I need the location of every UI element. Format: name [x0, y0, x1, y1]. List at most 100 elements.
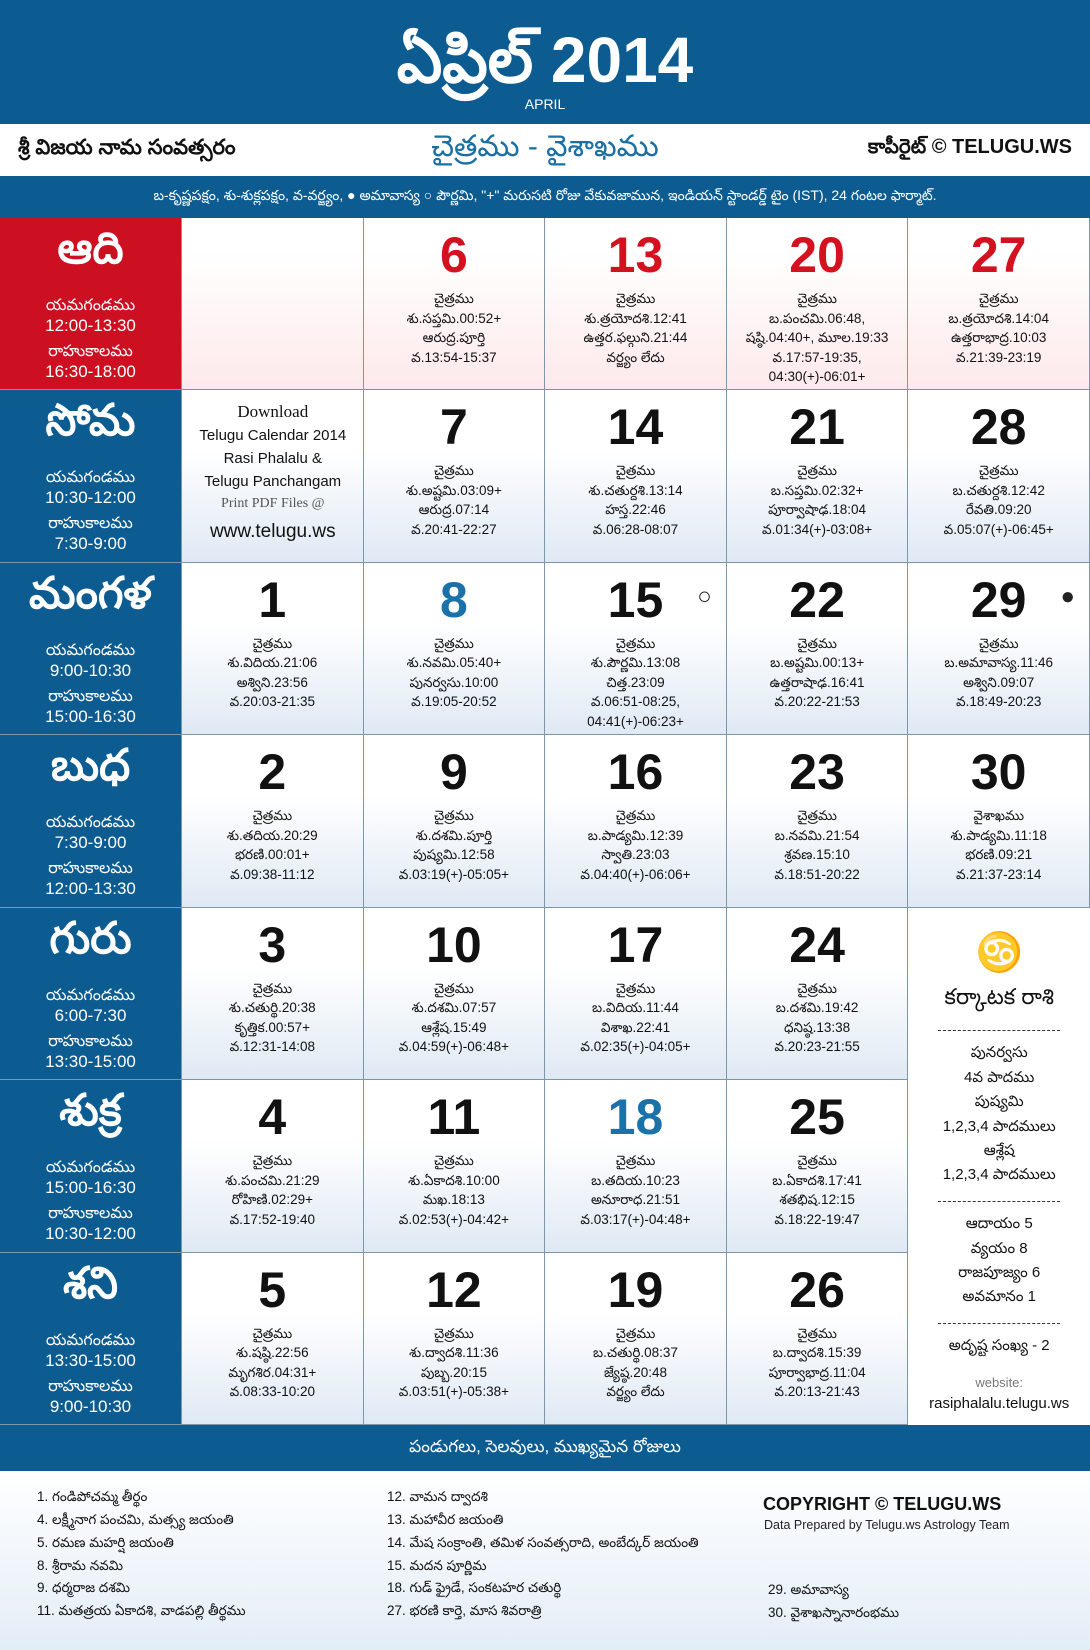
festival: 5. రమణ మహర్షి జయంతి [37, 1534, 174, 1550]
website-label: website: [975, 1375, 1024, 1391]
festival: 12. వామన ద్వాదశి [387, 1489, 488, 1505]
date: 11 [427, 1089, 481, 1146]
panchang-line: వ.18:49-20:23 [955, 694, 1042, 710]
date: 5 [258, 1261, 287, 1318]
day-box: 3 చైత్రము శు.చతుర్థి.20:38 కృత్తిక.00:57+ వ.… [182, 907, 364, 1081]
day-box: 13 చైత్రము శు.త్రయోదశి.12:41 ఉత్తర.ఫల్గుని.… [545, 218, 727, 391]
panchang-line: ఉత్తరాభాద్ర.10:03 [950, 330, 1047, 345]
panchang-line: చైత్రము [797, 635, 837, 651]
panchang-line: 04:41(+)-06:23+ [587, 713, 684, 729]
panchang-line: వ.20:41-22:27 [411, 521, 497, 537]
day-cell: బుధ యమగండము 7:30-9:00 రాహుకాలము 12:00-13:30 [0, 735, 182, 908]
panchang-line: వైశాఖము [973, 808, 1025, 824]
download-box: Download Telugu Calendar 2014 Rasi Phalalu… [182, 390, 364, 562]
panchang-line: చైత్రము [615, 980, 656, 996]
panchang-line: వ.20:22-21:53 [774, 694, 860, 710]
footer-copyright: COPYRIGHT © TELUGU.WS [763, 1493, 1002, 1514]
panchang-line: శు.నవమి.05:40+ [406, 655, 502, 671]
date: 30 [970, 744, 1027, 801]
panchang-line: వ.06:51-08:25, [590, 694, 681, 710]
panchang-line: చైత్రము [252, 980, 293, 996]
panchang-line: స్వాతి.23:03 [601, 847, 670, 863]
yama-time: 10:30-12:00 [45, 488, 136, 508]
day-box: 18 చైత్రము బ.తదియ.10:23 అనూరాధ.21:51 వ.03:17… [545, 1080, 727, 1253]
day-box: 19 చైత్రము బ.చతుర్థి.08:37 జ్యేష్ఠ.20:48 వర్… [545, 1252, 727, 1425]
date: 25 [789, 1089, 845, 1146]
panchang-line: చైత్రము [797, 808, 837, 824]
rahu-label: రాహుకాలము [48, 687, 133, 705]
day-box: 6 చైత్రము శు.సప్తమి.00:52+ ఆరుద్ర.పూర్తి వ.1… [363, 218, 546, 391]
panchang-line: బ.ఏకాదశి.17:41 [772, 1172, 862, 1188]
panchang-line: బ.అమావాస్య.11:46 [944, 655, 1054, 671]
rahu-label: రాహుకాలము [48, 343, 133, 360]
copyright: కాపీరైట్ © TELUGU.WS [867, 136, 1072, 158]
panchang-line: వ.02:53(+)-04:42+ [398, 1211, 509, 1227]
day-box: 28 చైత్రము బ.చతుర్దశి.12:42 రేవతి.09:20 వ.05… [908, 390, 1090, 563]
panchang-line: శు.త్రయోదశి.12:41 [584, 310, 687, 326]
panchang-line: చైత్రము [252, 1153, 293, 1169]
rahu-time: 12:00-13:30 [45, 879, 136, 899]
panchang-line: ఆరుద్ర.07:14 [418, 502, 490, 518]
panchang-line: వ.09:38-11:12 [230, 866, 315, 882]
panchang-line: చైత్రము [615, 1153, 656, 1169]
rahu-label: రాహుకాలము [48, 860, 133, 878]
date: 12 [426, 1261, 482, 1318]
panchang-line: బ.అష్టమి.00:13+ [770, 655, 865, 671]
star-line: పుష్యమి [974, 1093, 1024, 1111]
divider [938, 1201, 1060, 1203]
day-name: బుధ [50, 741, 131, 791]
date: 28 [970, 399, 1027, 456]
date: 2 [258, 744, 287, 801]
day-cell: శని యమగండము 13:30-15:00 రాహుకాలము 9:00-10:30 [0, 1252, 182, 1425]
date: 8 [439, 571, 468, 628]
footer-band [0, 1425, 1090, 1471]
date: 22 [789, 571, 845, 628]
panchang-line: మఖ.18:13 [422, 1192, 485, 1208]
panchang-line: ఉత్తర.ఫల్గుని.21:44 [583, 330, 688, 345]
date: 1 [258, 571, 287, 628]
rahu-time: 15:00-16:30 [45, 706, 136, 726]
panchang-line: చైత్రము [797, 1153, 837, 1169]
day-name: ఆది [57, 224, 124, 273]
download-line: Telugu Panchangam [204, 473, 342, 491]
panchang-line: వ.03:51(+)-05:38+ [398, 1384, 509, 1400]
panchang-line: శు.షష్ఠి.22:56 [235, 1345, 309, 1361]
panchang-line: చైత్రము [978, 463, 1019, 479]
day-box: 21 చైత్రము బ.సప్తమి.02:32+ పూర్వాషాఢ.18:04 వ… [726, 390, 909, 563]
panchang-line: శు.సప్తమి.00:52+ [406, 310, 502, 326]
date: 15 [607, 571, 664, 628]
festival: 8. శ్రీరామ నవమి [37, 1557, 124, 1573]
day-box: 24 చైత్రము బ.దశమి.19:42 ధనిష్ఠ.13:38 వ.20:23… [726, 907, 909, 1081]
panchang-line: వ.05:07(+)-06:45+ [943, 521, 1054, 537]
day-box: 27 చైత్రము బ.త్రయోదశి.14:04 ఉత్తరాభాద్ర.10:… [908, 218, 1090, 391]
panchang-line: బ.విదియ.11:44 [592, 1000, 679, 1016]
panchang-line: శ్రవణ.15:10 [784, 847, 850, 863]
day-name: శని [62, 1258, 119, 1308]
panchang-line: శు.పౌర్ణమి.13:08 [590, 655, 681, 671]
panchang-line: శు.విదియ.21:06 [227, 655, 318, 671]
panchang-line: వ.06:28-08:07 [592, 521, 679, 537]
panchang-line: చైత్రము [252, 808, 293, 824]
date: 6 [439, 227, 468, 283]
panchang-line: శు.పాడ్యమి.11:18 [950, 827, 1047, 843]
rahu-time: 9:00-10:30 [49, 1396, 132, 1416]
day-cell: సోమ యమగండము 10:30-12:00 రాహుకాలము 7:30-9:00 [0, 390, 182, 563]
panchang-line: శు.దశమి.07:57 [411, 1000, 497, 1016]
divider [938, 1029, 1060, 1031]
panchang-line: బ.త్రయోదశి.14:04 [948, 310, 1049, 326]
panchang-line: చైత్రము [434, 980, 474, 996]
panchang-line: శు.పంచమి.21:29 [225, 1172, 320, 1188]
star-line: పునర్వసు [970, 1043, 1028, 1061]
day-box: 26 చైత్రము బ.ద్వాదశి.15:39 పూర్వాభాద్ర.11:0… [726, 1252, 909, 1425]
yama-label: యమగండము [45, 986, 136, 1004]
festival: 29. అమావాస్య [768, 1581, 849, 1597]
panchang-line: వ.02:35(+)-04:05+ [580, 1039, 691, 1055]
festival: 4. లక్ష్మీనాగ పంచమి, మత్స్య జయంతి [37, 1512, 234, 1528]
star-line: ఆశ్లేష [983, 1141, 1015, 1159]
panchang-line: బ.చతుర్దశి.12:42 [952, 482, 1045, 498]
divider [938, 1323, 1060, 1325]
day-box: 15 ○ చైత్రము శు.పౌర్ణమి.13:08 చిత్త.23:09 వ.0… [545, 562, 727, 736]
date: 17 [607, 916, 664, 973]
date: 9 [439, 744, 468, 801]
rasi-symbol: ♋ [975, 931, 1023, 974]
